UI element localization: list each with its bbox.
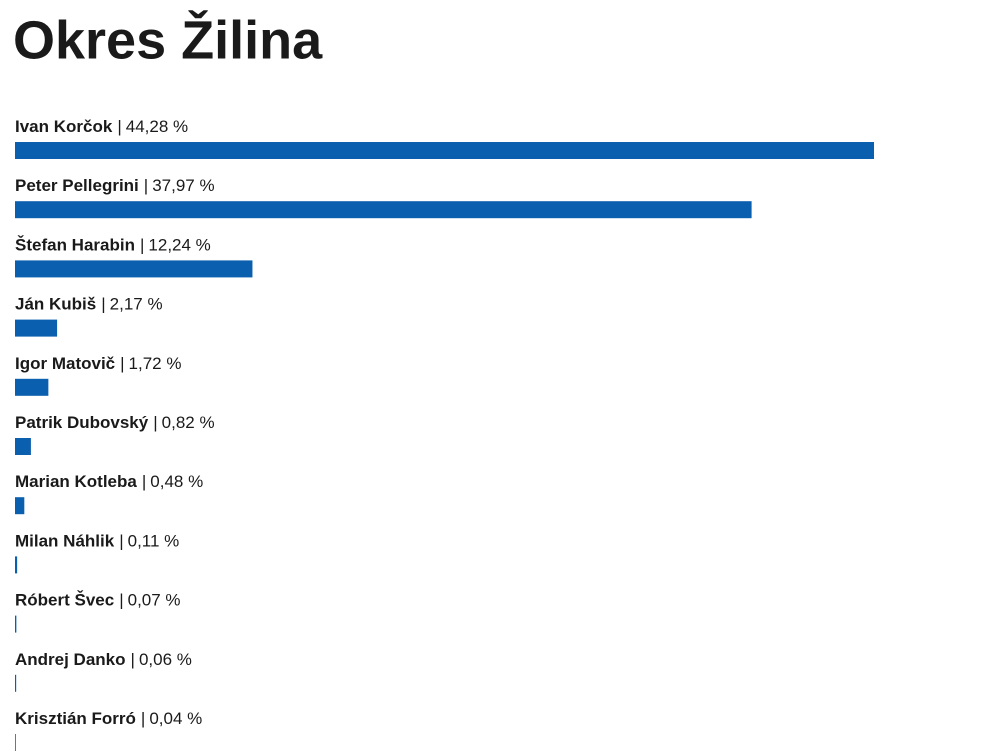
bar [15,201,752,219]
separator: | [120,354,124,373]
bar-label: Andrej Danko | 0,06 % [15,650,192,669]
bar [15,556,18,574]
separator: | [153,413,157,432]
bar-label: Peter Pellegrini | 37,97 % [15,177,215,196]
bar [15,319,58,337]
value-label: 0,48 % [150,473,203,492]
candidate-name: Igor Matovič [15,354,115,373]
bar [15,142,874,159]
value-label: 0,06 % [139,650,192,669]
candidate-name: Ivan Korčok [15,117,113,136]
separator: | [119,532,123,551]
bar [15,260,253,278]
bar [15,378,49,396]
bar-label: Marian Kotleba | 0,48 % [15,473,203,492]
bar-label: Igor Matovič | 1,72 % [15,354,181,373]
separator: | [140,236,144,255]
bar-label: Ján Kubiš | 2,17 % [15,295,163,314]
candidate-name: Ján Kubiš [15,295,96,314]
bar-label: Patrik Dubovský | 0,82 % [15,413,215,432]
value-label: 12,24 % [148,236,210,255]
separator: | [117,117,121,136]
bar-label: Róbert Švec | 0,07 % [15,591,181,610]
chart-title: Okres Žilina [13,9,323,70]
value-label: 2,17 % [110,295,163,314]
candidate-name: Marian Kotleba [15,473,137,492]
value-label: 44,28 % [126,117,188,136]
candidate-name: Andrej Danko [15,650,126,669]
bar [15,734,16,751]
separator: | [142,473,146,492]
bar-label: Štefan Harabin | 12,24 % [15,236,211,255]
bar [15,615,17,633]
value-label: 0,11 % [128,532,180,551]
candidate-name: Milan Náhlik [15,532,115,551]
bar-label: Milan Náhlik | 0,11 % [15,532,179,551]
bar [15,674,17,692]
candidate-name: Patrik Dubovský [15,413,149,432]
separator: | [144,177,148,196]
bar [15,438,31,455]
candidate-name: Róbert Švec [15,591,114,610]
value-label: 0,82 % [162,413,215,432]
value-label: 1,72 % [129,354,182,373]
bar-label: Krisztián Forró | 0,04 % [15,709,202,728]
bar [15,497,25,515]
candidate-name: Peter Pellegrini [15,177,139,196]
separator: | [119,591,123,610]
value-label: 0,07 % [128,591,181,610]
value-label: 0,04 % [149,709,202,728]
bar-label: Ivan Korčok | 44,28 % [15,117,188,136]
separator: | [131,650,135,669]
value-label: 37,97 % [152,177,214,196]
separator: | [101,295,105,314]
candidate-name: Krisztián Forró [15,709,136,728]
candidate-name: Štefan Harabin [15,236,135,255]
separator: | [141,709,145,728]
